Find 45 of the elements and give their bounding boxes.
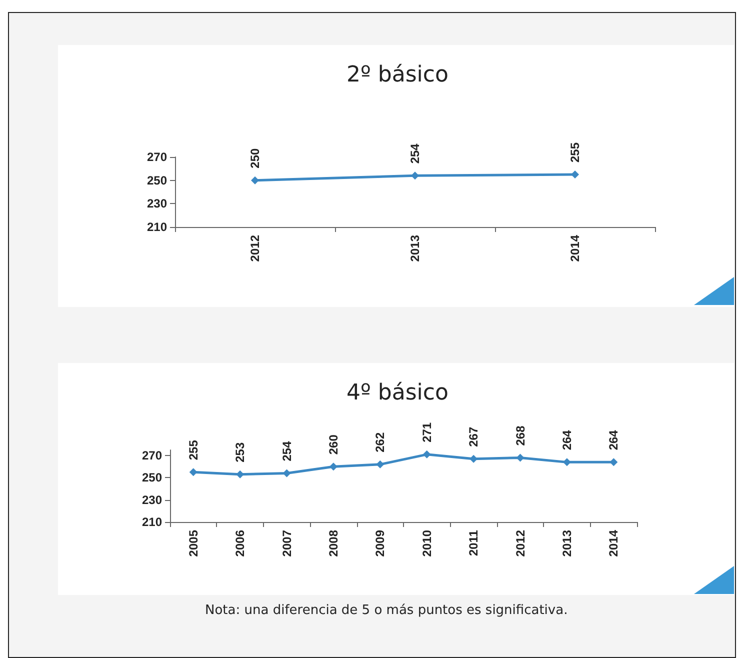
y-tick-label: 230 <box>142 492 162 507</box>
text: Nota: una diferencia de 5 o más puntos es significativa. <box>205 603 568 618</box>
x-tick-label: 2007 <box>280 530 294 557</box>
chart-title: 2º básico <box>346 62 448 88</box>
point <box>376 460 384 468</box>
y-tick-label: 210 <box>142 515 162 529</box>
y-tick-label: 270 <box>142 448 162 463</box>
data-label: 267 <box>466 426 481 447</box>
x-tick-label: 2009 <box>373 530 388 557</box>
y-tick-label: 230 <box>146 196 168 211</box>
data-label: 253 <box>233 442 248 462</box>
chart-title: 4º básico <box>346 380 448 406</box>
x-tick-label: 2012 <box>513 530 528 557</box>
y-tick-label: 210 <box>146 220 168 234</box>
x-tick-label: 2011 <box>466 530 481 556</box>
point <box>610 458 618 466</box>
x-tick-label: 2006 <box>233 530 248 557</box>
point <box>562 458 571 466</box>
data-label: 268 <box>513 425 528 446</box>
x-tick-label: 2014 <box>606 530 621 557</box>
x-tick-label: 2012 <box>248 234 262 262</box>
x-tick-label: 2010 <box>420 530 434 557</box>
y-tick-label: 250 <box>146 173 168 188</box>
point <box>189 468 198 476</box>
data-label: 264 <box>560 430 574 450</box>
x-tick-label: 2014 <box>568 234 582 262</box>
data-label: 250 <box>248 148 262 168</box>
point <box>329 462 338 471</box>
x-tick-label: 2005 <box>186 530 200 557</box>
y-tick-label: 250 <box>142 470 162 485</box>
y-tick-label: 270 <box>146 150 168 164</box>
data-label: 260 <box>326 434 340 455</box>
data-label: 255 <box>186 440 200 460</box>
data-label: 262 <box>373 432 388 452</box>
x-tick-label: 2013 <box>560 530 574 557</box>
x-tick-label: 2008 <box>326 530 340 557</box>
point <box>516 454 524 462</box>
point <box>422 450 431 458</box>
data-label: 254 <box>280 440 294 462</box>
data-label: 271 <box>420 422 434 442</box>
data-label: 255 <box>568 142 582 162</box>
point <box>282 469 291 478</box>
data-label: 264 <box>606 430 621 450</box>
data-label: 254 <box>408 143 422 164</box>
x-tick-label: 2013 <box>408 234 422 262</box>
